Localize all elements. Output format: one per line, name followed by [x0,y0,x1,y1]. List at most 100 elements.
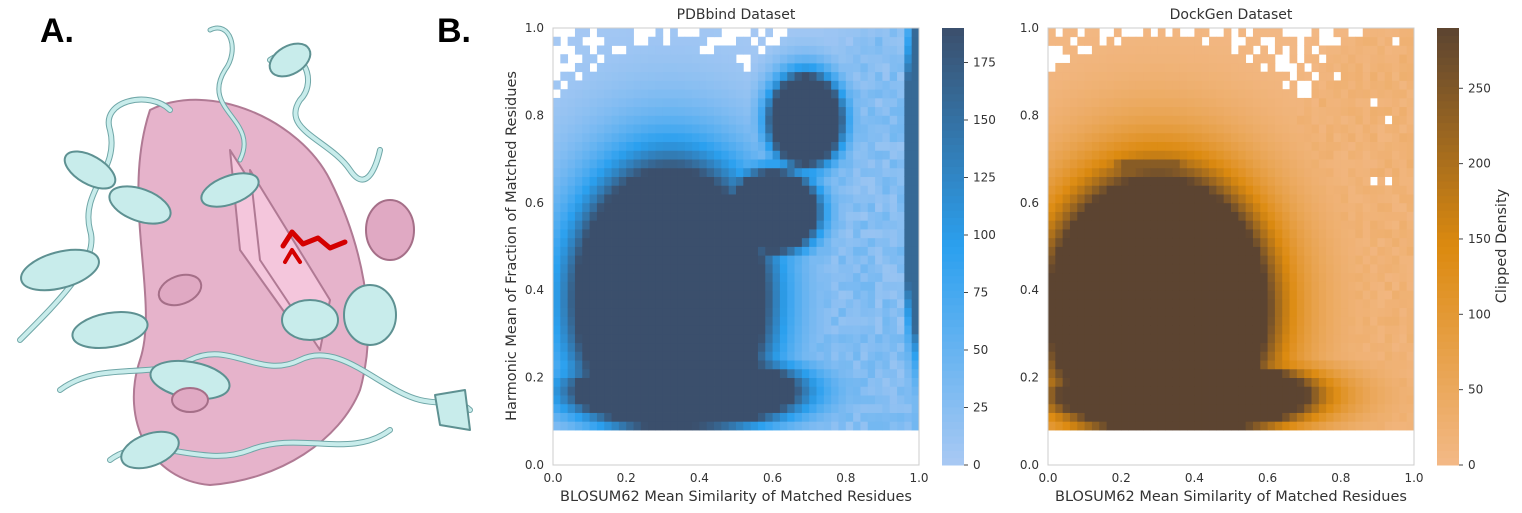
heatmap-cell [582,28,590,38]
heatmap-cell [853,229,861,239]
heatmap-cell [1179,272,1188,282]
heatmap-cell [1172,185,1181,195]
heatmap-cell [1113,237,1122,247]
heatmap-cell [1355,246,1364,256]
heatmap-cell [838,342,847,352]
heatmap-cell [1340,45,1349,55]
heatmap-cell [574,115,583,125]
heatmap-cell [582,272,590,282]
heatmap-cell [801,298,810,309]
heatmap-cell [1084,115,1093,125]
heatmap-cell [633,298,642,309]
heatmap-cell [1165,211,1173,221]
heatmap-cell [1150,124,1159,134]
heatmap-cell [838,194,847,204]
heatmap-cell [567,412,576,422]
heatmap-cell [1289,106,1298,116]
heatmap-cell [1106,132,1115,143]
heatmap-cell [1194,298,1203,309]
heatmap-cell [1384,325,1393,335]
heatmap-cell [1399,386,1408,396]
heatmap-cell [1084,412,1093,422]
heatmap-cell [867,167,876,177]
heatmap-cell [1252,28,1261,38]
heatmap-cell [1055,97,1064,108]
heatmap-cell [757,316,766,326]
heatmap-cell [831,185,839,195]
heatmap-cell [1231,377,1239,387]
heatmap-cell [779,325,788,335]
heatmap-cell [655,368,664,378]
heatmap-cell [1121,97,1129,108]
heatmap-cell [831,62,839,73]
heatmap-cell [1296,141,1305,151]
heatmap-cell [1238,89,1247,99]
heatmap-cell [1311,80,1320,90]
heatmap-cell [1245,62,1254,73]
plot-frame [1047,27,1415,466]
heatmap-cell [853,377,861,387]
heatmap-cell [757,97,766,108]
heatmap-cell [1113,325,1122,335]
heatmap-cell [1135,237,1144,247]
heatmap-cell [823,263,832,274]
heatmap-cell [1304,351,1312,361]
heatmap-cell [1289,246,1298,256]
heatmap-cell [1209,185,1217,195]
heatmap-cell [1165,194,1173,204]
heatmap-cell [1370,167,1378,177]
heatmap-cell [889,62,898,73]
heatmap-cell [772,62,781,73]
heatmap-cell [1340,141,1349,151]
heatmap-cell [1216,360,1225,370]
heatmap-cell [1135,377,1144,387]
heatmap-cell [816,229,825,239]
heatmap-cell [1333,298,1342,309]
heatmap-cell [1377,71,1386,81]
heatmap-cell [779,246,788,256]
heatmap-cell [1172,28,1181,38]
heatmap-cell [604,360,612,370]
heatmap-cell [1238,298,1247,309]
heatmap-cell [692,403,700,413]
heatmap-cell [1333,229,1342,239]
heatmap-cell [1289,194,1298,204]
heatmap-cell [611,159,620,169]
heatmap-cell [560,237,569,247]
heatmap-cell [757,307,766,317]
heatmap-cell [1406,106,1415,116]
colorbar-gradient-step [942,268,964,277]
heatmap-cell [794,281,803,291]
heatmap-cell [1245,89,1254,99]
heatmap-cell [889,185,898,195]
heatmap-cell [618,36,627,46]
heatmap-cell [560,351,569,361]
heatmap-cell [1121,395,1129,405]
heatmap-cell [1384,141,1393,151]
heatmap-cell [1091,167,1100,177]
heatmap-cell [1333,377,1342,387]
heatmap-cell [1362,298,1371,309]
heatmap-cell [809,185,817,195]
heatmap-cell [1091,360,1100,370]
heatmap-cell [699,80,708,90]
colorbar-gradient-step [1437,115,1459,124]
heatmap-cell [823,307,832,317]
heatmap-cell [618,194,627,204]
heatmap-cell [1362,360,1371,370]
heatmap-cell [1055,403,1064,413]
heatmap-cell [882,351,891,361]
heatmap-cell [816,71,825,81]
heatmap-cell [860,202,869,212]
heatmap-cell [1384,54,1393,64]
heatmap-cell [1318,185,1327,195]
heatmap-cell [574,342,583,352]
heatmap-cell [677,272,686,282]
heatmap-cell [911,325,920,335]
heatmap-cell [1231,97,1239,108]
heatmap-cell [1223,377,1232,387]
heatmap-cell [911,377,920,387]
heatmap-cell [670,176,678,186]
heatmap-cell [831,272,839,282]
heatmap-cell [1172,115,1181,125]
